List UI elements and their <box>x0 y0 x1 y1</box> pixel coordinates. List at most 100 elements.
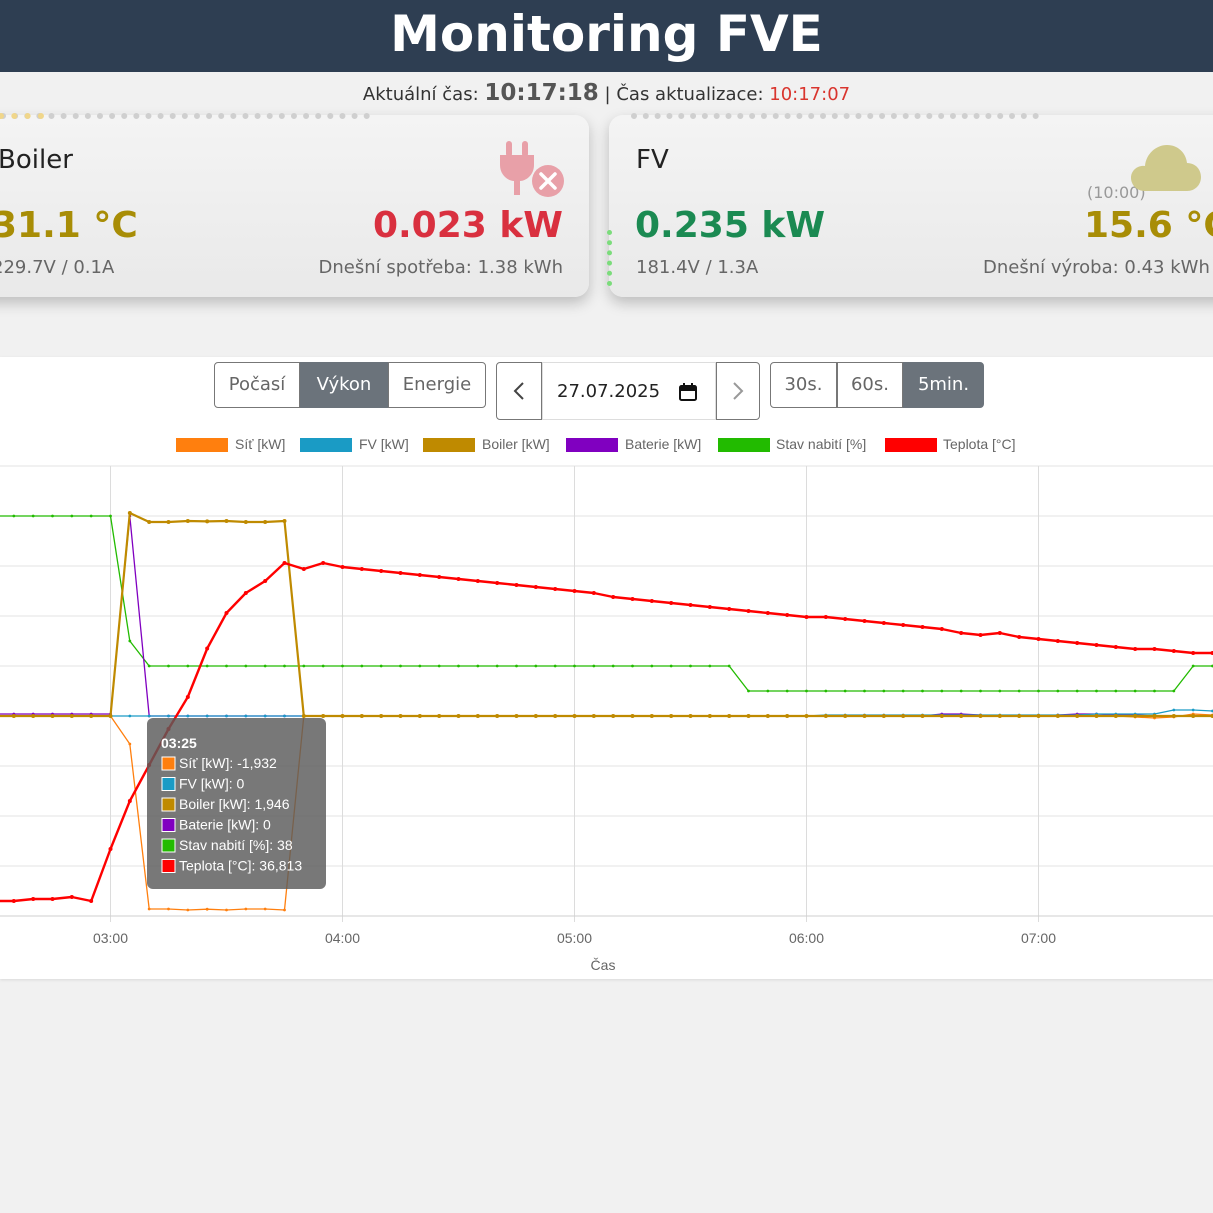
data-point-boiler <box>398 714 403 718</box>
data-point-stav <box>147 664 151 668</box>
data-point-teplota <box>11 899 16 903</box>
data-point-teplota <box>1210 651 1213 655</box>
data-point-stav <box>515 664 518 668</box>
tab-pocasi[interactable]: Počasí <box>214 362 300 408</box>
power-chart[interactable]: 03:00 04:00 05:00 06:00 07:00 Čas 03:25 Síť … <box>0 457 1213 979</box>
data-point-stav <box>321 664 325 668</box>
data-point-teplota <box>359 567 364 571</box>
data-point-teplota <box>1152 647 1157 651</box>
legend-label-boiler[interactable]: Boiler [kW] <box>482 436 550 452</box>
data-point-fv <box>244 714 248 718</box>
interval-30s[interactable]: 30s. <box>770 362 837 408</box>
data-point-stav <box>669 664 673 668</box>
data-point-teplota <box>31 897 36 901</box>
legend-swatch-boiler[interactable] <box>423 438 475 452</box>
tooltip-line-baterie: Baterie [kW]: 0 <box>179 817 271 833</box>
update-time-label: Čas aktualizace: <box>616 84 764 105</box>
legend-swatch-teplota[interactable] <box>885 438 937 452</box>
data-point-stav <box>650 664 654 668</box>
data-point-stav <box>341 664 344 668</box>
data-point-stav <box>592 664 596 668</box>
legend-label-fv[interactable]: FV [kW] <box>359 436 409 452</box>
data-point-stav <box>31 514 35 518</box>
data-point-boiler <box>939 714 944 718</box>
data-point-teplota <box>978 633 983 637</box>
data-point-boiler <box>1171 714 1176 718</box>
legend-label-baterie[interactable]: Baterie [kW] <box>625 436 702 452</box>
interval-5min[interactable]: 5min. <box>903 362 984 408</box>
data-point-boiler <box>1210 714 1213 718</box>
legend-swatch-baterie[interactable] <box>566 438 618 452</box>
data-point-fv <box>283 714 286 718</box>
tooltip-swatch-fv <box>161 777 176 791</box>
legend-swatch-fv[interactable] <box>300 438 352 452</box>
cloud-icon <box>1131 145 1201 191</box>
current-time-label: Aktuální čas: <box>362 84 479 105</box>
data-point-teplota <box>456 577 461 581</box>
tab-vykon[interactable]: Výkon <box>300 362 388 408</box>
data-point-teplota <box>572 589 577 593</box>
interval-60s[interactable]: 60s. <box>837 362 903 408</box>
x-axis-label: Čas <box>591 957 616 973</box>
data-point-boiler <box>243 520 248 524</box>
data-point-teplota <box>1133 647 1138 651</box>
data-point-teplota <box>301 567 306 571</box>
data-point-boiler <box>224 519 229 523</box>
data-point-boiler <box>688 714 693 718</box>
date-input[interactable]: 27.07.2025 <box>542 362 716 420</box>
data-point-stav <box>1095 689 1098 693</box>
prev-day-button[interactable] <box>496 362 542 420</box>
legend-label-stav[interactable]: Stav nabití [%] <box>776 436 867 452</box>
tab-energie[interactable]: Energie <box>388 362 486 408</box>
data-point-teplota <box>475 579 480 583</box>
data-point-stav <box>689 664 692 668</box>
data-point-fv <box>263 714 267 718</box>
data-point-stav <box>785 689 789 693</box>
data-point-teplota <box>1075 641 1080 645</box>
data-point-stav <box>708 664 712 668</box>
card-top-indicator <box>0 113 370 119</box>
data-point-fv <box>186 714 190 718</box>
calendar-icon[interactable] <box>679 383 697 401</box>
data-point-boiler <box>475 714 480 718</box>
data-point-stav <box>1017 689 1021 693</box>
data-point-teplota <box>707 605 712 609</box>
data-point-fv <box>1191 708 1195 712</box>
data-point-stav <box>244 664 248 668</box>
data-point-teplota <box>495 581 500 585</box>
data-point-boiler <box>11 714 16 718</box>
data-point-boiler <box>765 714 770 718</box>
data-point-stav <box>418 664 422 668</box>
data-point-teplota <box>1036 637 1041 641</box>
x-axis: 03:00 04:00 05:00 06:00 07:00 <box>93 930 1056 946</box>
tooltip-line-fv: FV [kW]: 0 <box>179 776 245 792</box>
data-point-boiler <box>1113 714 1118 718</box>
tooltip-swatch-boiler <box>161 797 176 812</box>
data-point-stav <box>1114 689 1118 693</box>
data-point-teplota <box>920 625 925 629</box>
data-point-site <box>225 908 228 912</box>
tooltip-line-boiler: Boiler [kW]: 1,946 <box>179 796 290 812</box>
data-point-boiler <box>185 519 190 523</box>
update-time-value: 10:17:07 <box>769 84 851 105</box>
data-point-stav <box>998 689 1002 693</box>
data-point-boiler <box>495 714 500 718</box>
legend-label-site[interactable]: Síť [kW] <box>235 436 286 452</box>
data-point-stav <box>727 664 731 668</box>
legend-swatch-site[interactable] <box>176 438 228 452</box>
legend-swatch-stav[interactable] <box>718 438 770 452</box>
data-point-stav <box>882 689 886 693</box>
data-point-stav <box>437 664 441 668</box>
legend-label-teplota[interactable]: Teplota [°C] <box>943 436 1016 452</box>
data-point-stav <box>1056 689 1060 693</box>
data-point-teplota <box>108 847 113 851</box>
data-point-site <box>147 907 151 911</box>
data-point-teplota <box>727 607 732 611</box>
data-point-teplota <box>630 597 635 601</box>
data-point-teplota <box>939 627 944 631</box>
data-point-boiler <box>978 714 983 718</box>
fv-voltage-current: 181.4V / 1.3A <box>636 257 759 278</box>
data-point-stav <box>51 514 54 518</box>
x-tick-label: 04:00 <box>325 930 360 946</box>
next-day-button[interactable] <box>716 362 760 420</box>
